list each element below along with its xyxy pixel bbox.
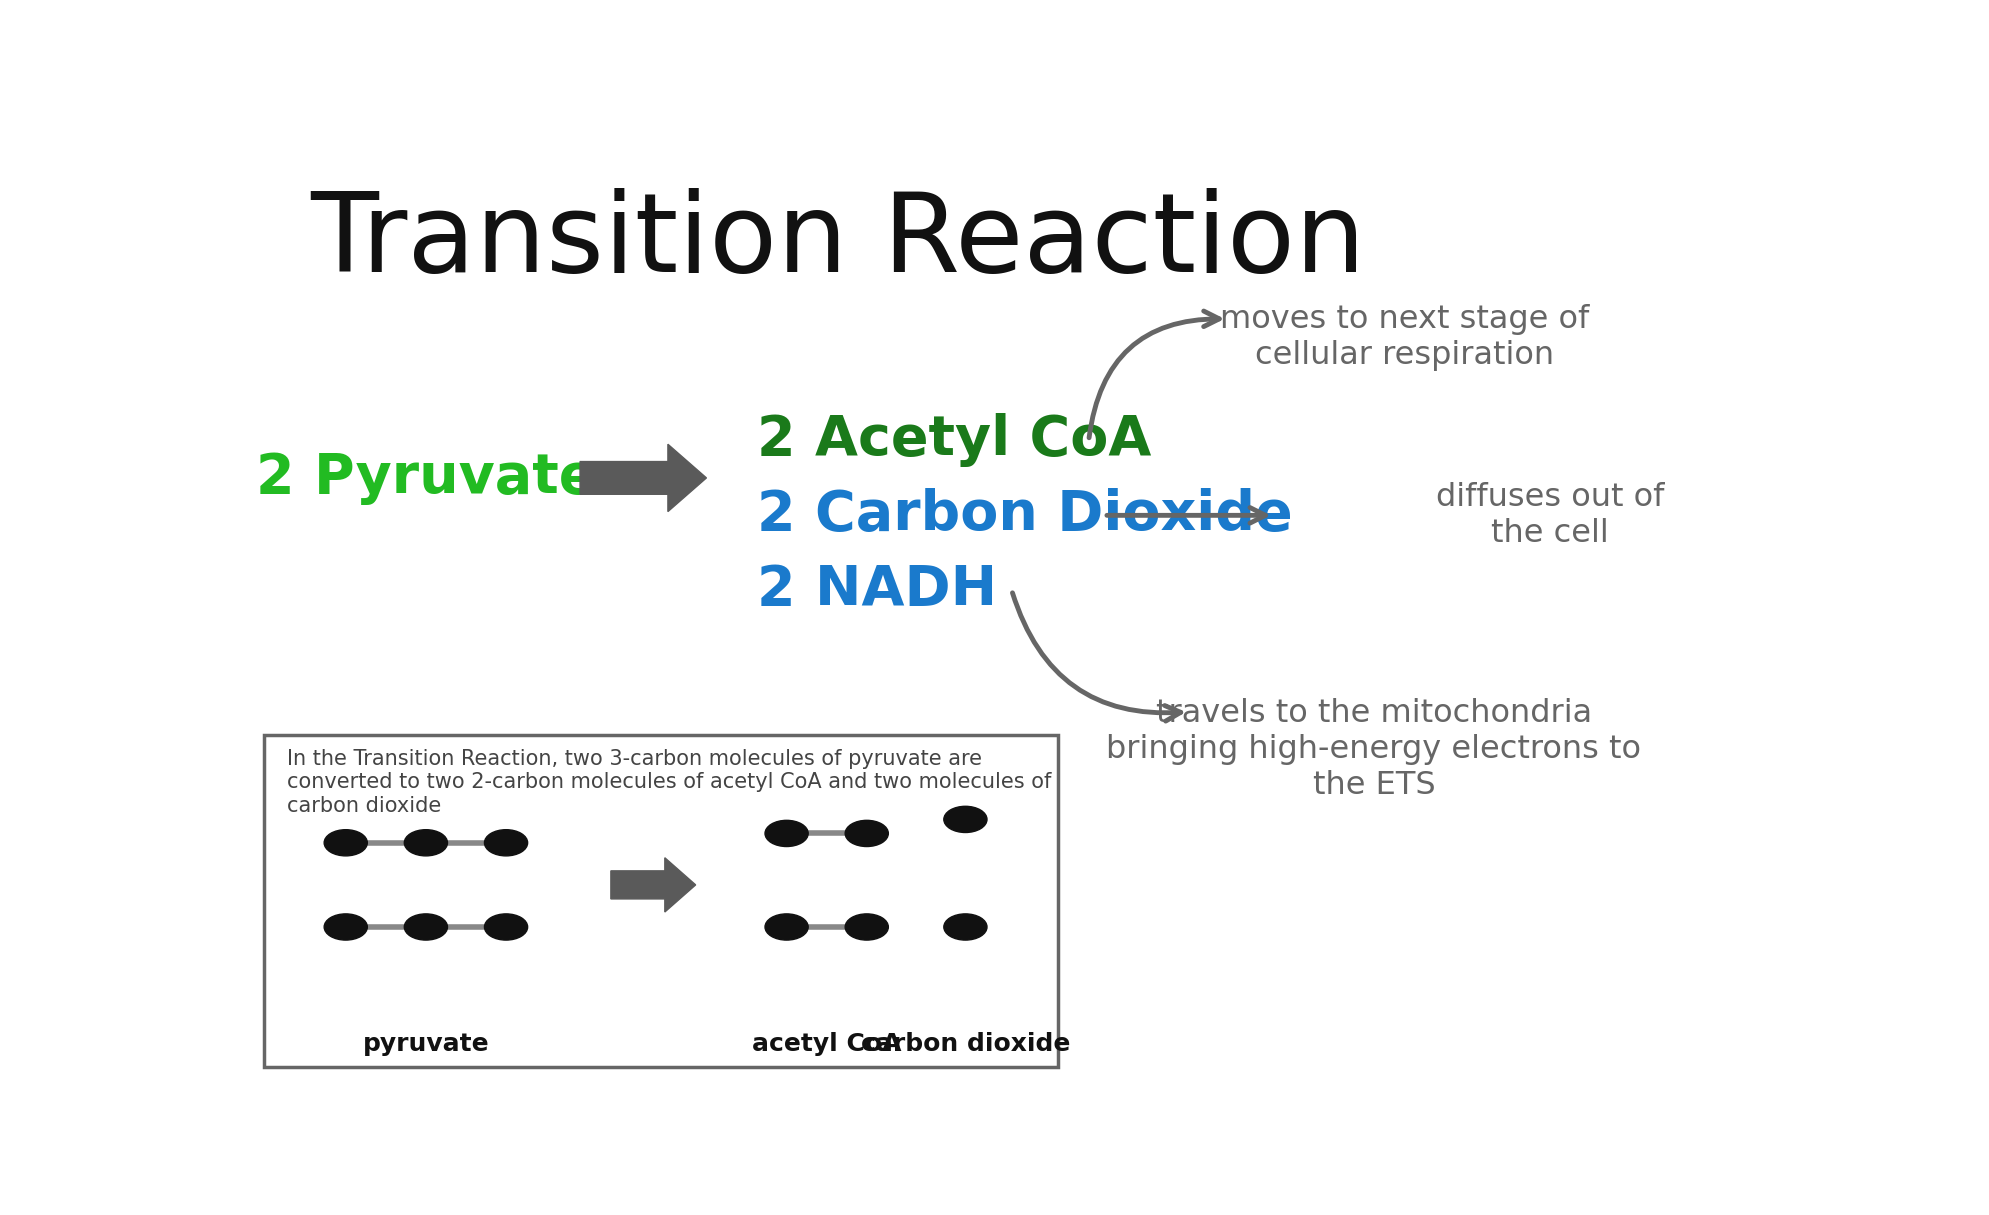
Circle shape bbox=[485, 830, 527, 855]
Text: 2 Carbon Dioxide: 2 Carbon Dioxide bbox=[758, 488, 1293, 542]
Text: diffuses out of
the cell: diffuses out of the cell bbox=[1436, 482, 1665, 549]
Text: travels to the mitochondria
bringing high-energy electrons to
the ETS: travels to the mitochondria bringing hig… bbox=[1106, 697, 1641, 801]
Text: In the Transition Reaction, two 3-carbon molecules of pyruvate are
converted to : In the Transition Reaction, two 3-carbon… bbox=[286, 750, 1052, 815]
Circle shape bbox=[404, 914, 448, 940]
Circle shape bbox=[945, 807, 987, 832]
Text: Transition Reaction: Transition Reaction bbox=[310, 188, 1366, 295]
Text: 2 Acetyl CoA: 2 Acetyl CoA bbox=[758, 413, 1152, 468]
Circle shape bbox=[766, 914, 808, 940]
Circle shape bbox=[485, 914, 527, 940]
Text: acetyl CoA: acetyl CoA bbox=[752, 1032, 901, 1056]
Circle shape bbox=[945, 914, 987, 940]
Circle shape bbox=[324, 914, 368, 940]
Text: 2 NADH: 2 NADH bbox=[758, 564, 996, 617]
Circle shape bbox=[845, 820, 889, 847]
Circle shape bbox=[404, 830, 448, 855]
Text: carbon dioxide: carbon dioxide bbox=[861, 1032, 1070, 1056]
Text: moves to next stage of
cellular respiration: moves to next stage of cellular respirat… bbox=[1219, 304, 1589, 371]
FancyArrow shape bbox=[581, 445, 706, 512]
Circle shape bbox=[766, 820, 808, 847]
Text: 2 Pyruvate: 2 Pyruvate bbox=[257, 451, 597, 505]
FancyArrow shape bbox=[611, 858, 696, 912]
Text: pyruvate: pyruvate bbox=[362, 1032, 489, 1056]
Circle shape bbox=[324, 830, 368, 855]
FancyBboxPatch shape bbox=[265, 735, 1058, 1067]
Circle shape bbox=[845, 914, 889, 940]
